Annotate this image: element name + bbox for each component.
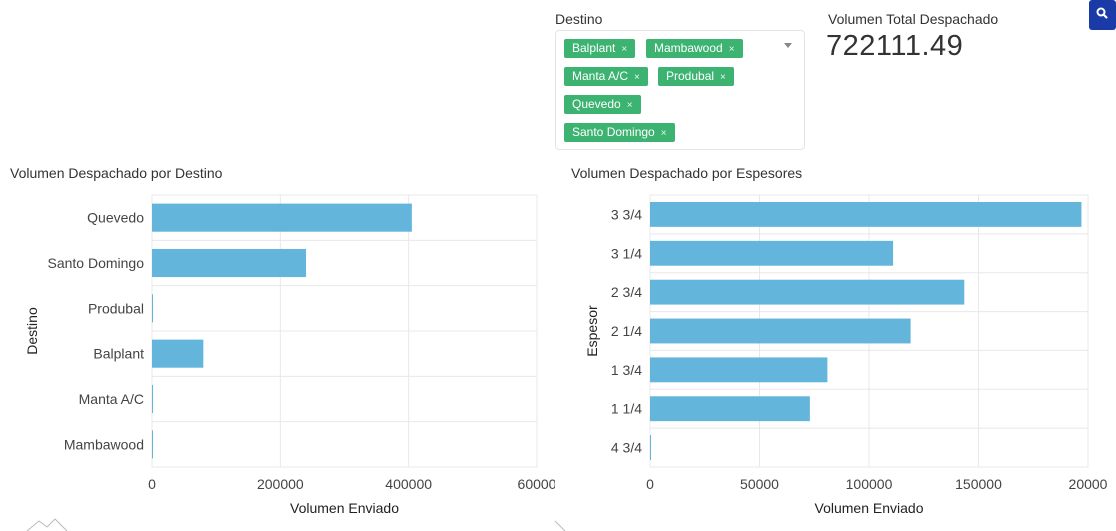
y-tick-label: Manta A/C xyxy=(79,391,144,407)
bar xyxy=(152,384,153,414)
close-icon[interactable]: × xyxy=(634,72,640,83)
bar xyxy=(152,248,306,278)
y-axis-title: Destino xyxy=(24,307,40,355)
chart-title-espesores: Volumen Despachado por Espesores xyxy=(571,165,803,181)
filter-chip[interactable]: Mambawood × xyxy=(646,39,743,58)
y-axis-title: Espesor xyxy=(584,305,600,357)
x-tick-label: 0 xyxy=(148,476,156,492)
bar xyxy=(152,430,153,459)
filter-chip[interactable]: Quevedo × xyxy=(564,95,641,114)
bar xyxy=(152,203,412,232)
y-tick-label: 2 3/4 xyxy=(611,284,642,300)
filter-chip-label: Quevedo xyxy=(572,97,621,111)
y-tick-label: Balplant xyxy=(93,346,144,362)
bar xyxy=(650,396,810,422)
filter-chip-label: Balplant xyxy=(572,41,616,55)
chart-destino: 0 200000 400000 60000 Quevedo Santo Domingo Pr… xyxy=(24,194,555,531)
destino-multiselect[interactable]: Balplant × Mambawood × Manta A/C × Produbal × Qu… xyxy=(555,30,805,150)
y-tick-label: 1 1/4 xyxy=(611,401,642,417)
bar xyxy=(650,201,1082,227)
chart-espesores: 0 50000 100000 150000 20000 3 3/4 3 1/4 2 3/4 2 … xyxy=(555,194,1108,531)
chart-title-destino: Volumen Despachado por Destino xyxy=(10,165,223,181)
filter-chip[interactable]: Manta A/C × xyxy=(564,67,648,86)
filter-chip-label: Santo Domingo xyxy=(572,125,655,139)
kpi-label: Volumen Total Despachado xyxy=(828,11,999,27)
x-tick-label: 0 xyxy=(646,476,654,492)
y-tick-label: Mambawood xyxy=(64,436,144,452)
close-icon[interactable]: × xyxy=(621,44,628,55)
kpi-value: 722111.49 xyxy=(826,30,964,62)
x-tick-label: 50000 xyxy=(740,476,779,492)
x-tick-label: 200000 xyxy=(257,476,304,492)
bar xyxy=(152,294,153,323)
bar xyxy=(650,240,894,266)
close-icon[interactable]: × xyxy=(626,100,633,111)
x-tick-label: 60000 xyxy=(518,476,555,492)
bar xyxy=(650,318,911,344)
y-tick-label: 1 3/4 xyxy=(611,362,642,378)
x-tick-label: 20000 xyxy=(1069,476,1108,492)
filter-chip-label: Produbal xyxy=(666,69,715,83)
y-tick-label: Santo Domingo xyxy=(47,255,144,271)
x-axis-title: Volumen Enviado xyxy=(290,500,399,516)
search-icon xyxy=(1096,7,1108,19)
x-tick-label: 150000 xyxy=(955,476,1002,492)
y-tick-label: Quevedo xyxy=(87,210,144,226)
close-icon[interactable]: × xyxy=(720,72,726,83)
y-tick-label: Produbal xyxy=(88,300,144,316)
y-tick-label: 3 3/4 xyxy=(611,206,642,222)
filter-chip[interactable]: Produbal × xyxy=(658,67,734,86)
filter-chip[interactable]: Santo Domingo × xyxy=(564,123,675,142)
filter-chip[interactable]: Balplant × xyxy=(564,39,636,58)
y-tick-label: 2 1/4 xyxy=(611,323,642,339)
x-tick-label: 100000 xyxy=(846,476,893,492)
search-button[interactable] xyxy=(1089,0,1116,30)
bar xyxy=(152,339,204,368)
mountain-logo-icon xyxy=(26,518,68,531)
bar xyxy=(650,357,828,383)
x-tick-label: 400000 xyxy=(385,476,432,492)
bar xyxy=(650,279,965,305)
bar xyxy=(650,435,651,461)
y-tick-label: 3 1/4 xyxy=(611,245,642,261)
y-tick-label: 4 3/4 xyxy=(611,440,642,456)
filter-chip-label: Manta A/C xyxy=(572,69,629,83)
destino-filter-label: Destino xyxy=(555,11,603,27)
mountain-logo-icon xyxy=(555,520,566,531)
close-icon[interactable]: × xyxy=(660,128,667,139)
x-axis-title: Volumen Enviado xyxy=(815,500,924,516)
chevron-down-icon[interactable] xyxy=(784,43,792,48)
close-icon[interactable]: × xyxy=(728,44,735,55)
filter-chip-label: Mambawood xyxy=(654,41,723,55)
